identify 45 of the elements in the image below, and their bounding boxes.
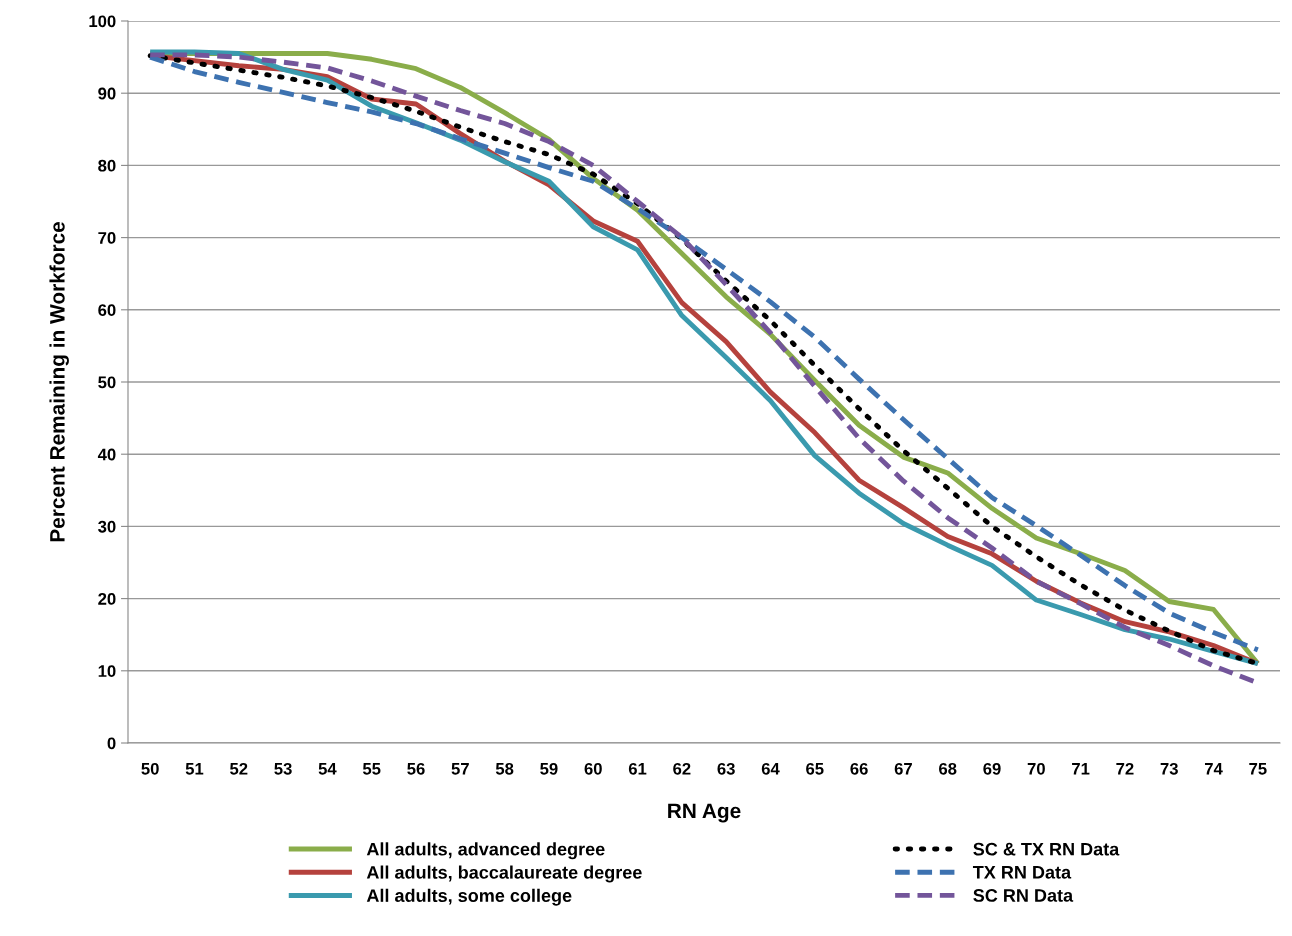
x-tick-label: 68 [939,762,957,775]
y-tick-label: 60 [98,304,116,316]
x-tick-label: 72 [1116,762,1134,775]
x-tick-label: 69 [983,762,1001,775]
y-axis-title: Percent Remaining in Workforce [49,221,69,542]
x-tick-label: 65 [806,762,824,775]
x-tick-label: 56 [407,762,425,775]
y-tick-label: 0 [107,737,116,750]
y-tick-label: 20 [98,593,116,605]
x-tick-label: 58 [495,762,514,775]
x-tick-label: 59 [540,762,558,775]
legend-label: All adults, advanced degree [366,842,605,860]
y-tick-label: 10 [98,665,116,677]
y-tick-label: 40 [97,448,116,461]
y-tick-label: 50 [98,376,116,389]
y-tick-label: 30 [98,520,116,533]
x-tick-label: 57 [451,763,469,775]
x-tick-label: 55 [362,763,381,775]
x-tick-label: 53 [274,762,292,775]
legend-label: All adults, baccalaureate degree [366,865,642,883]
x-tick-label: 70 [1027,762,1045,775]
legend-label: TX RN Data [972,866,1072,879]
x-tick-label: 51 [185,763,204,775]
x-tick-label: 62 [673,762,691,775]
x-axis-title: RN Age [668,803,741,823]
x-tick-label: 75 [1249,763,1267,775]
y-tick-label: 90 [98,87,116,100]
x-tick-label: 73 [1160,762,1178,775]
legend-label: SC & TX RN Data [973,842,1120,856]
x-tick-label: 67 [894,762,912,775]
x-tick-label: 61 [628,762,647,775]
y-tick-label: 100 [89,15,116,28]
x-tick-label: 52 [230,762,248,775]
y-tick-label: 80 [98,159,116,172]
x-tick-label: 54 [318,763,337,775]
x-tick-label: 74 [1204,763,1223,775]
x-tick-label: 60 [584,762,602,775]
x-tick-label: 50 [141,762,159,775]
x-tick-label: 63 [717,762,735,775]
legend-label: All adults, some college [366,888,572,906]
x-tick-label: 64 [761,762,780,775]
x-tick-label: 66 [850,762,868,775]
x-tick-label: 71 [1072,763,1090,775]
y-tick-label: 70 [98,232,116,244]
legend-label: SC RN Data [973,889,1074,902]
